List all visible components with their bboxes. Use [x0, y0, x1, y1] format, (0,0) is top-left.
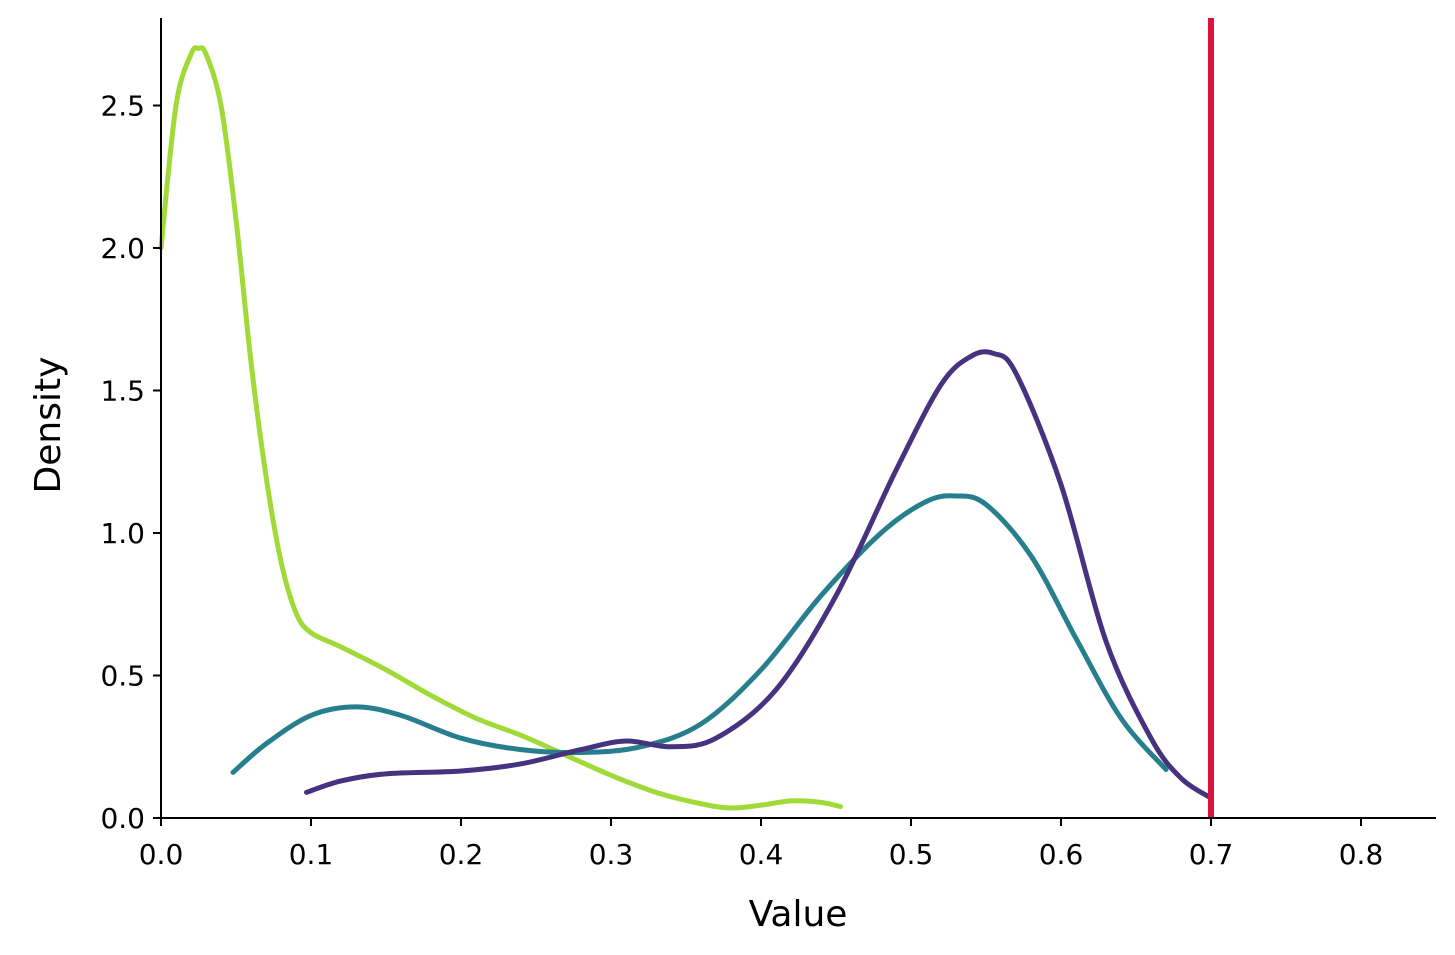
y-tick-label: 1.5 — [100, 375, 145, 408]
x-tick-label: 0.1 — [289, 838, 334, 871]
axes — [160, 18, 1436, 819]
x-tick-label: 0.4 — [739, 838, 784, 871]
y-tick-label: 0.5 — [100, 660, 145, 693]
x-tick-label: 0.2 — [439, 838, 484, 871]
y-tick-label: 1.0 — [100, 517, 145, 550]
x-tick-label: 0.8 — [1339, 838, 1384, 871]
density-line-1 — [158, 45, 843, 811]
y-ticks: 0.0 0.5 1.0 1.5 2.0 2.5 — [100, 90, 161, 835]
y-tick-label: 0.0 — [100, 802, 145, 835]
x-tick-label: 0.0 — [139, 838, 184, 871]
x-tick-label: 0.3 — [589, 838, 634, 871]
density-line-3 — [304, 349, 1214, 801]
density-line-2 — [230, 493, 1169, 775]
x-axis-label: Value — [749, 894, 848, 935]
x-tick-label: 0.7 — [1189, 838, 1234, 871]
series-layer — [158, 45, 1214, 811]
y-tick-label: 2.5 — [100, 90, 145, 123]
y-tick-label: 2.0 — [100, 232, 145, 265]
x-ticks: 0.0 0.1 0.2 0.3 0.4 0.5 0.6 0.7 0.8 — [139, 818, 1384, 871]
x-tick-label: 0.6 — [1039, 838, 1084, 871]
x-tick-label: 0.5 — [889, 838, 934, 871]
y-axis-label: Density — [28, 357, 69, 494]
